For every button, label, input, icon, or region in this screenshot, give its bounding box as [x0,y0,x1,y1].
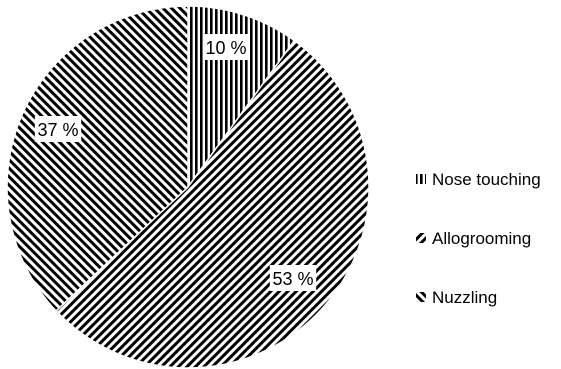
data-label-nose-touching: 10 % [205,38,246,58]
data-label-allogrooming: 53 % [272,269,313,289]
pie-slices [6,5,370,369]
legend-label-nuzzling: Nuzzling [432,288,497,307]
data-label-background [269,265,317,291]
pie-data-labels: 10 % 53 % 37 % [34,34,317,291]
data-label-nuzzling: 37 % [37,120,78,140]
data-label-background [202,34,250,60]
legend-swatch-allogrooming [416,233,426,243]
legend: Nose touching Allogrooming Nuzzling [416,170,541,307]
pie-slice-nuzzling [6,5,189,312]
legend-swatch-nuzzling [416,292,426,302]
legend-swatch-nose-touching [416,174,426,184]
legend-label-nose-touching: Nose touching [432,170,541,189]
legend-label-allogrooming: Allogrooming [432,229,531,248]
data-label-background [34,116,82,142]
